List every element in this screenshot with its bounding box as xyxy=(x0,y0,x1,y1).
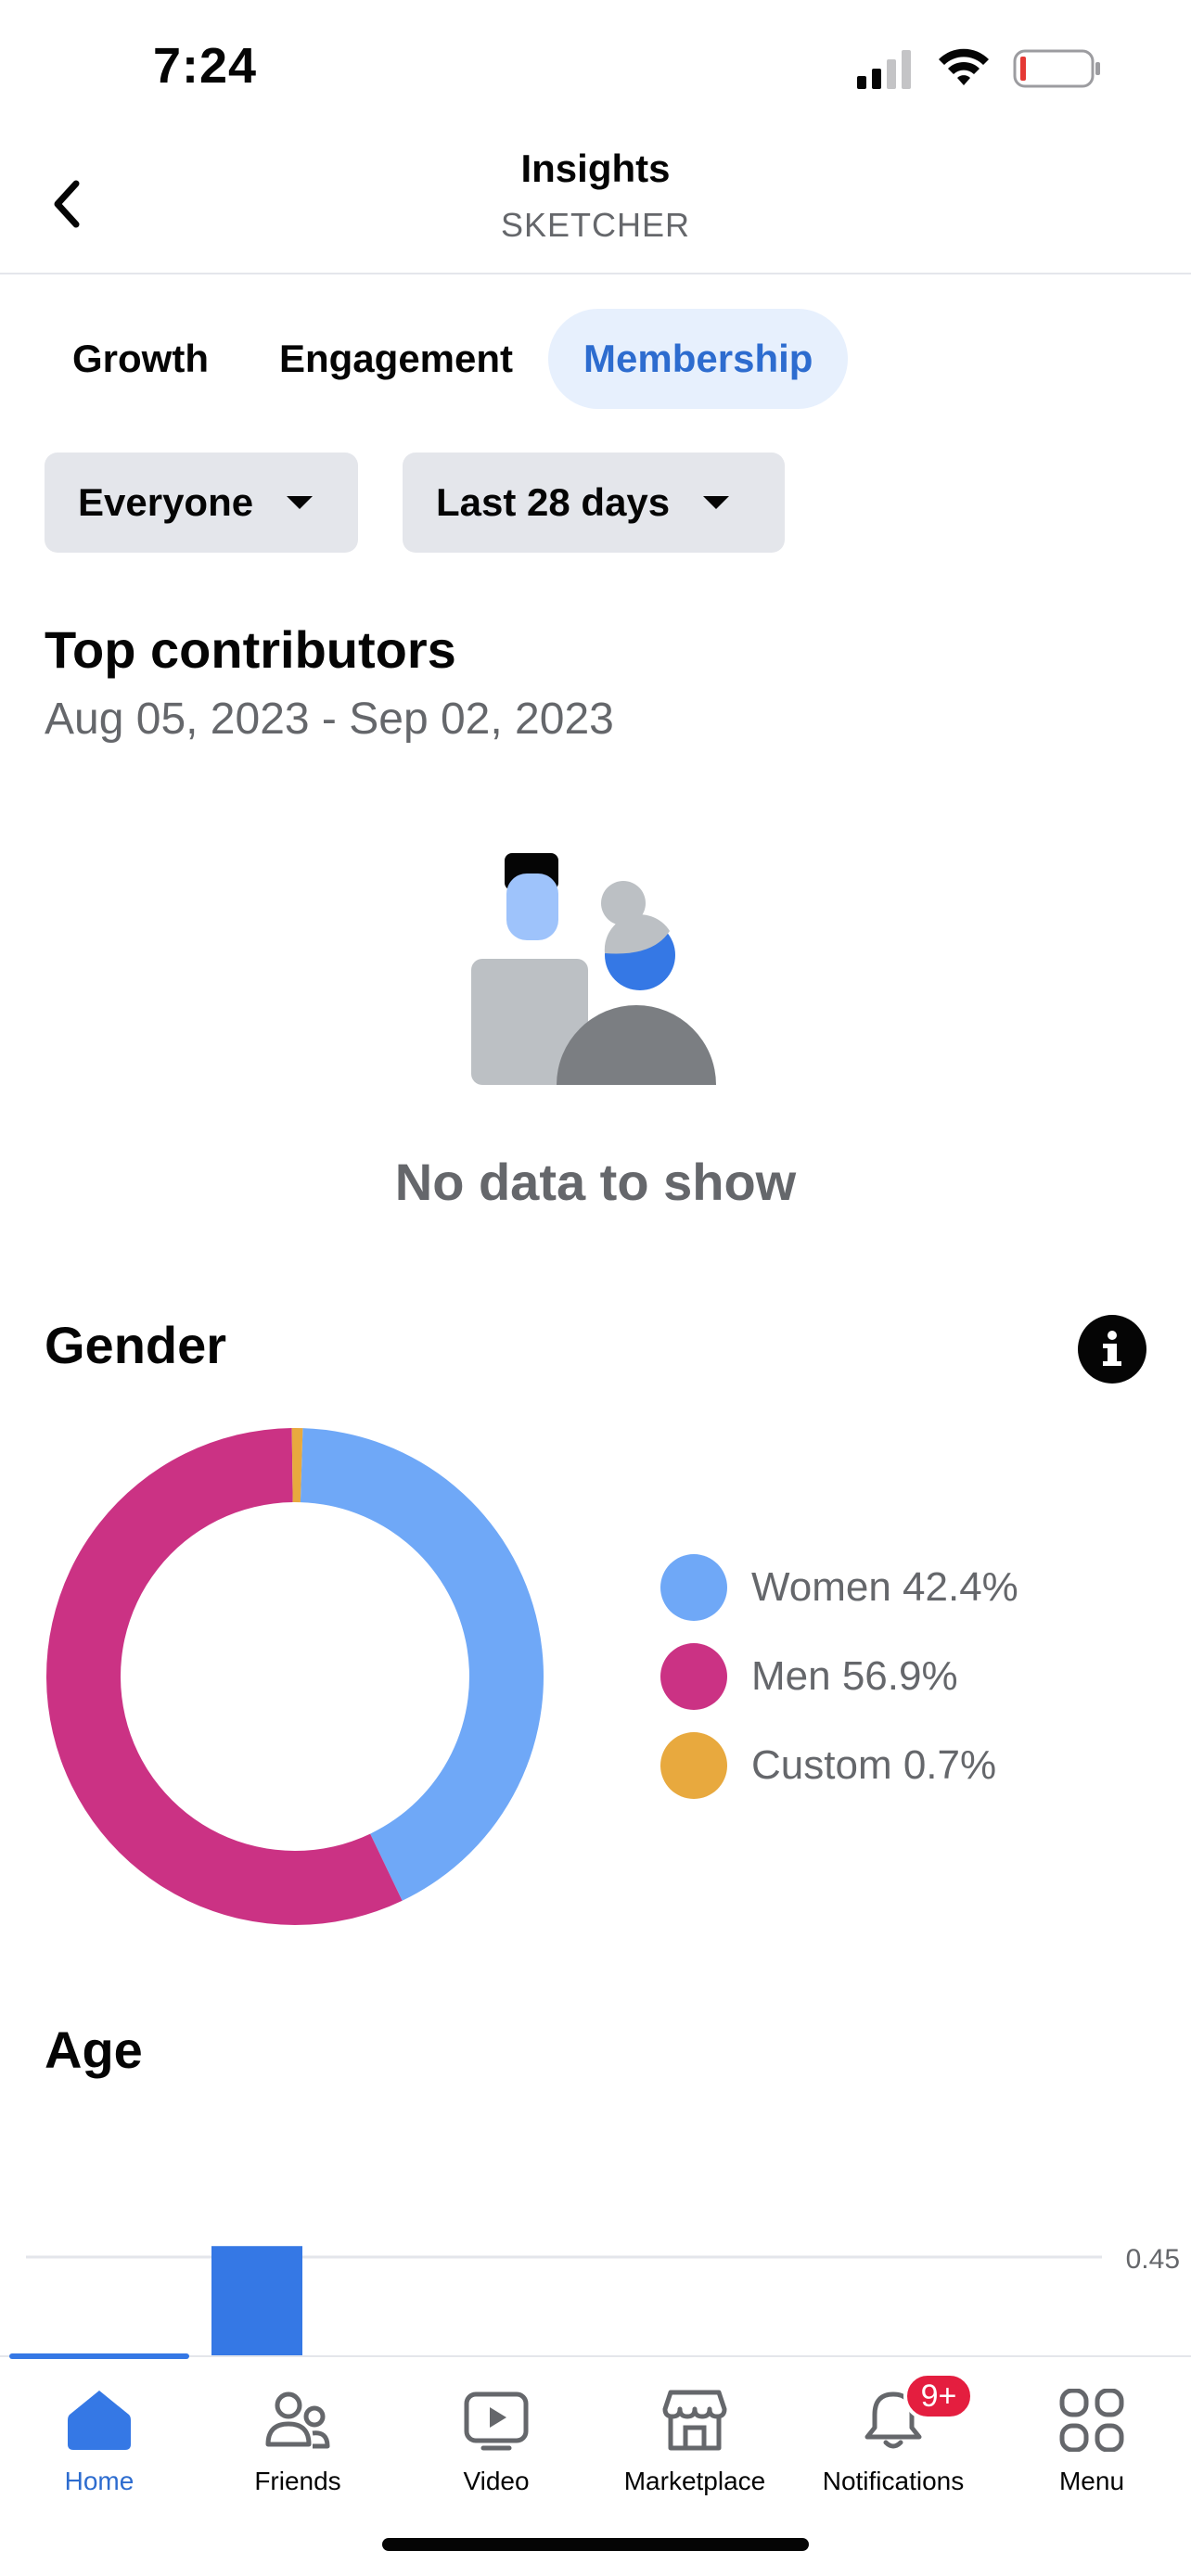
header: Insights SKETCHER xyxy=(0,139,1191,274)
audience-filter-label: Everyone xyxy=(78,480,254,524)
legend-label-custom: Custom 0.7% xyxy=(751,1742,997,1788)
tabbar-label-notifications: Notifications xyxy=(822,2467,965,2495)
gender-title: Gender xyxy=(45,1316,227,1374)
insights-tabs: Growth Engagement Membership xyxy=(37,309,849,409)
cellular-signal-icon xyxy=(857,50,911,89)
home-icon xyxy=(68,2391,131,2450)
info-icon xyxy=(1103,1331,1121,1366)
gender-legend: Women 42.4% Men 56.9% Custom 0.7% xyxy=(660,1554,1018,1821)
friends-icon xyxy=(265,2391,330,2449)
tab-engagement[interactable]: Engagement xyxy=(278,337,514,380)
home-indicator xyxy=(382,2538,809,2551)
date-range-dropdown[interactable]: Last 28 days xyxy=(403,453,785,553)
top-contributors-title: Top contributors xyxy=(45,620,456,679)
tabbar-label-marketplace: Marketplace xyxy=(623,2467,766,2495)
legend-swatch-men xyxy=(660,1643,727,1710)
legend-label-women: Women 42.4% xyxy=(751,1564,1018,1610)
tab-growth[interactable]: Growth xyxy=(72,337,209,380)
tabbar-friends[interactable]: Friends xyxy=(198,2357,397,2496)
tabbar-label-video: Video xyxy=(463,2467,530,2495)
caret-down-icon xyxy=(287,496,314,509)
legend-swatch-women xyxy=(660,1554,727,1621)
empty-state-people-icon xyxy=(471,853,716,1085)
notification-badge: 9+ xyxy=(903,2372,974,2420)
status-bar: 7:24 xyxy=(0,0,1191,139)
tabbar-label-home: Home xyxy=(64,2467,134,2495)
active-tab-indicator xyxy=(9,2353,189,2359)
tabbar-label-friends: Friends xyxy=(254,2467,341,2495)
tabbar-notifications[interactable]: 9+ Notifications xyxy=(794,2357,992,2496)
date-range-label: Last 28 days xyxy=(436,480,671,524)
battery-icon xyxy=(1013,49,1100,88)
age-bar xyxy=(211,2246,302,2355)
legend-label-men: Men 56.9% xyxy=(751,1653,958,1699)
menu-grid-icon xyxy=(1059,2389,1124,2452)
age-title: Age xyxy=(45,2021,143,2079)
page-subtitle: SKETCHER xyxy=(500,206,691,244)
gender-donut-chart xyxy=(46,1428,544,1925)
donut-slice-custom xyxy=(291,1428,303,1503)
legend-item-men: Men 56.9% xyxy=(660,1643,1018,1710)
info-button[interactable] xyxy=(1078,1315,1146,1384)
no-data-message: No data to show xyxy=(394,1153,797,1211)
top-contributors-date-range: Aug 05, 2023 - Sep 02, 2023 xyxy=(45,695,614,744)
tabbar-menu[interactable]: Menu xyxy=(992,2357,1191,2496)
back-button[interactable] xyxy=(37,171,96,237)
tabbar-label-menu: Menu xyxy=(1058,2467,1125,2495)
chevron-left-icon xyxy=(54,180,80,228)
tabbar-marketplace[interactable]: Marketplace xyxy=(596,2357,794,2496)
age-bar-chart: 0.45 xyxy=(26,2244,1180,2355)
video-icon xyxy=(464,2391,529,2451)
page-title: Insights xyxy=(520,147,671,190)
gridline-label: 0.45 xyxy=(1126,2244,1180,2275)
caret-down-icon xyxy=(703,496,730,509)
legend-swatch-custom xyxy=(660,1732,727,1799)
audience-filter-dropdown[interactable]: Everyone xyxy=(45,453,358,553)
tabbar-video[interactable]: Video xyxy=(397,2357,596,2496)
tab-membership[interactable]: Membership xyxy=(548,309,849,409)
status-time: 7:24 xyxy=(153,38,258,94)
donut-slice-women xyxy=(300,1428,544,1901)
marketplace-icon xyxy=(662,2390,727,2451)
tabbar-home[interactable]: Home xyxy=(0,2357,198,2496)
legend-item-custom: Custom 0.7% xyxy=(660,1732,1018,1799)
wifi-icon xyxy=(939,48,989,85)
donut-slice-men xyxy=(46,1428,403,1925)
legend-item-women: Women 42.4% xyxy=(660,1554,1018,1621)
